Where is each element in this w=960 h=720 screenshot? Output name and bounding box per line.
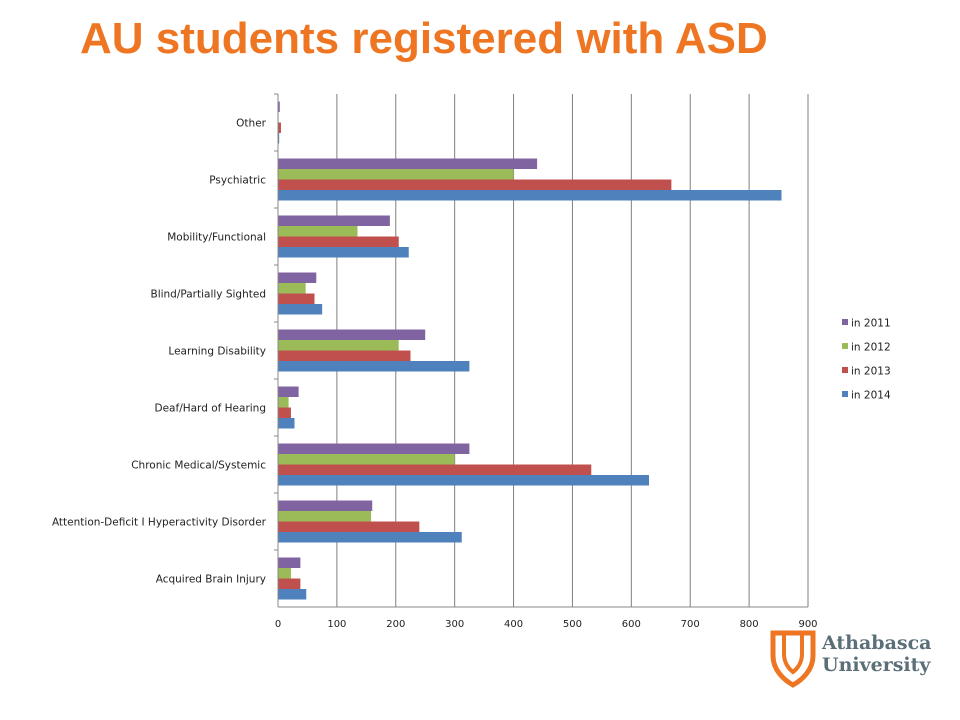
bar: [278, 226, 358, 237]
bars: [278, 101, 782, 600]
logo-line-2: University: [822, 654, 931, 676]
bar: [278, 101, 280, 112]
bar: [278, 272, 317, 283]
athabasca-university-logo: Athabasca University: [770, 630, 940, 690]
legend-swatch: [842, 343, 848, 349]
bar: [278, 454, 455, 465]
bar: [278, 557, 301, 568]
axes: 0 100 200 300 400 500 600 700 800 900 Other Psychia…: [52, 93, 818, 630]
category-label: Attention-Deficit I Hyperactivity Disord…: [52, 517, 267, 529]
shield-icon: [770, 630, 816, 688]
bar: [278, 443, 470, 454]
category-label: Blind/Partially Sighted: [150, 289, 266, 301]
legend-label: in 2014: [851, 390, 891, 402]
x-tick-label: 300: [445, 619, 464, 630]
legend-swatch: [842, 367, 848, 373]
bar: [278, 283, 306, 294]
bar: [278, 122, 281, 133]
category-label: Acquired Brain Injury: [156, 574, 266, 586]
bar: [278, 407, 291, 418]
bar: [278, 340, 399, 351]
bar: [278, 532, 462, 543]
bar: [278, 304, 323, 315]
legend-label: in 2012: [851, 342, 891, 354]
x-tick-label: 600: [622, 619, 641, 630]
x-tick-label: 100: [327, 619, 346, 630]
bar: [278, 236, 399, 247]
bar: [278, 397, 289, 408]
x-tick-label: 0: [275, 619, 281, 630]
legend-swatch: [842, 391, 848, 397]
x-tick-label: 700: [681, 619, 700, 630]
bar: [278, 158, 538, 169]
bar: [278, 578, 301, 589]
bar: [278, 386, 299, 397]
legend: in 2011 in 2012 in 2013 in 2014: [842, 318, 891, 402]
bar: [278, 475, 649, 486]
bar: [278, 350, 411, 361]
bar: [278, 329, 426, 340]
bar: [278, 190, 782, 201]
bar: [278, 169, 514, 180]
bar: [278, 293, 315, 304]
category-label: Chronic Medical/Systemic: [131, 460, 266, 472]
bar: [278, 500, 373, 511]
bar: [278, 418, 295, 429]
x-tick-label: 800: [740, 619, 759, 630]
legend-label: in 2011: [851, 318, 891, 330]
category-label: Learning Disability: [168, 346, 266, 358]
x-tick-label: 200: [386, 619, 405, 630]
x-tick-label: 400: [504, 619, 523, 630]
bar: [278, 521, 420, 532]
category-label: Other: [236, 118, 266, 130]
bar: [278, 133, 280, 144]
logo-line-1: Athabasca: [822, 632, 932, 654]
bar: [278, 568, 291, 579]
bar: [278, 464, 592, 475]
chart-title: AU students registered with ASD: [80, 14, 768, 63]
category-label: Psychiatric: [209, 175, 266, 187]
category-label: Deaf/Hard of Hearing: [155, 403, 266, 415]
bar: [278, 361, 470, 372]
x-tick-label: 500: [563, 619, 582, 630]
bar: [278, 215, 390, 226]
category-label: Mobility/Functional: [167, 232, 266, 244]
bar: [278, 247, 409, 258]
legend-label: in 2013: [851, 366, 891, 378]
bar: [278, 511, 372, 522]
bar: [278, 179, 672, 190]
x-tick-label: 900: [798, 619, 817, 630]
legend-swatch: [842, 319, 848, 325]
bar: [278, 589, 307, 600]
